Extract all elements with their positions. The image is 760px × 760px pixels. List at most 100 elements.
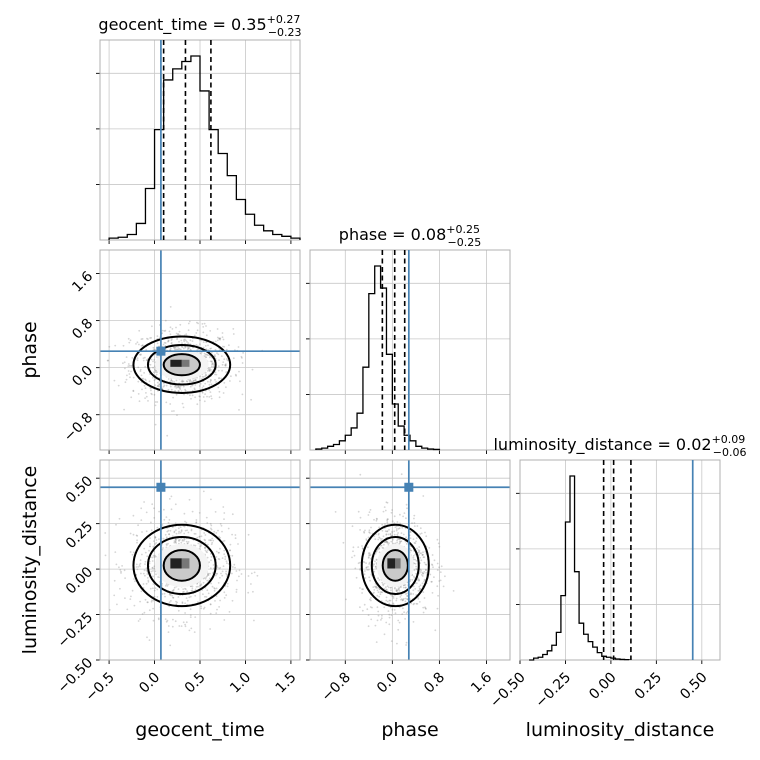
sample-point <box>384 586 387 588</box>
sample-point <box>351 525 354 528</box>
sample-point <box>234 537 237 540</box>
x-tick-label: 0.5 <box>182 669 209 696</box>
sample-point <box>226 359 229 362</box>
sample-point <box>154 423 157 426</box>
sample-point <box>205 353 208 356</box>
sample-point <box>373 570 376 573</box>
sample-point <box>204 595 206 598</box>
sample-point <box>420 552 423 555</box>
sample-point <box>199 383 202 385</box>
sample-point <box>366 608 369 611</box>
sample-point <box>177 385 180 388</box>
sample-point <box>238 575 240 578</box>
sample-point <box>168 601 171 604</box>
sample-point <box>184 345 187 348</box>
sample-point <box>190 627 193 630</box>
sample-point <box>378 547 381 550</box>
sample-point <box>210 582 213 585</box>
sample-point <box>422 495 425 497</box>
sample-point <box>202 326 205 328</box>
sample-point <box>382 583 384 586</box>
sample-point <box>378 526 380 529</box>
sample-point <box>411 579 414 581</box>
sample-point <box>148 380 151 383</box>
sample-point <box>186 542 189 545</box>
sample-point <box>401 613 404 615</box>
sample-point <box>223 345 226 348</box>
sample-point <box>218 535 221 538</box>
sample-point <box>176 414 178 416</box>
sample-point <box>367 536 370 539</box>
sample-point <box>231 599 234 602</box>
sample-point <box>422 606 425 609</box>
sample-point <box>395 589 398 592</box>
sample-point <box>206 551 209 554</box>
density-peak <box>170 558 182 569</box>
sample-point <box>222 361 225 363</box>
sample-point <box>138 343 140 346</box>
sample-point <box>175 379 178 382</box>
sample-point <box>251 368 254 371</box>
sample-point <box>155 373 158 376</box>
sample-point <box>368 529 371 532</box>
sample-point <box>396 533 399 536</box>
sample-point <box>167 340 169 343</box>
sample-point <box>140 353 142 356</box>
sample-point <box>374 560 376 563</box>
sample-point <box>361 609 364 612</box>
sample-point <box>417 597 420 600</box>
sample-point <box>418 549 421 552</box>
panel-title-phase: phase = 0.08+0.25 −0.25 <box>339 223 481 249</box>
sample-point <box>171 535 174 538</box>
sample-point <box>167 529 170 532</box>
sample-point <box>137 366 140 369</box>
sample-point <box>162 547 164 549</box>
sample-point <box>153 595 156 598</box>
sample-point <box>116 603 118 606</box>
contour-line <box>132 523 232 608</box>
sample-point <box>174 540 177 543</box>
sample-point <box>181 538 184 541</box>
sample-point <box>376 589 379 592</box>
sample-point <box>375 550 378 553</box>
sample-point <box>121 565 123 567</box>
sample-point <box>182 380 185 383</box>
sample-point <box>150 570 153 573</box>
sample-point <box>227 527 230 530</box>
sample-point <box>391 509 393 511</box>
sample-point <box>193 334 196 337</box>
sample-point <box>430 580 433 583</box>
sample-point <box>136 541 138 544</box>
sample-point <box>162 537 165 540</box>
sample-point <box>166 434 169 437</box>
sample-point <box>206 395 208 398</box>
sample-point <box>211 363 214 366</box>
sample-point <box>418 589 421 592</box>
sample-point <box>375 641 378 643</box>
x-tick-label: 0.25 <box>632 669 665 702</box>
sample-point <box>138 400 141 403</box>
sample-point <box>205 341 208 344</box>
sample-point <box>226 582 229 585</box>
sample-point <box>167 521 170 524</box>
sample-point <box>369 554 372 556</box>
sample-point <box>163 508 165 511</box>
sample-point <box>198 395 201 398</box>
sample-point <box>369 532 371 534</box>
sample-point <box>178 540 180 542</box>
sample-point <box>400 594 403 596</box>
sample-point <box>218 551 220 554</box>
sample-point <box>421 571 424 574</box>
sample-point <box>187 329 190 332</box>
sample-point <box>152 371 155 374</box>
sample-point <box>142 572 145 575</box>
sample-point <box>144 563 146 565</box>
sample-point <box>210 347 213 350</box>
sample-point <box>128 364 131 367</box>
sample-point <box>352 550 354 553</box>
sample-point <box>374 565 377 568</box>
sample-point <box>141 613 144 615</box>
sample-point <box>205 334 208 337</box>
panel-frame <box>99 459 301 661</box>
sample-point <box>390 540 393 543</box>
